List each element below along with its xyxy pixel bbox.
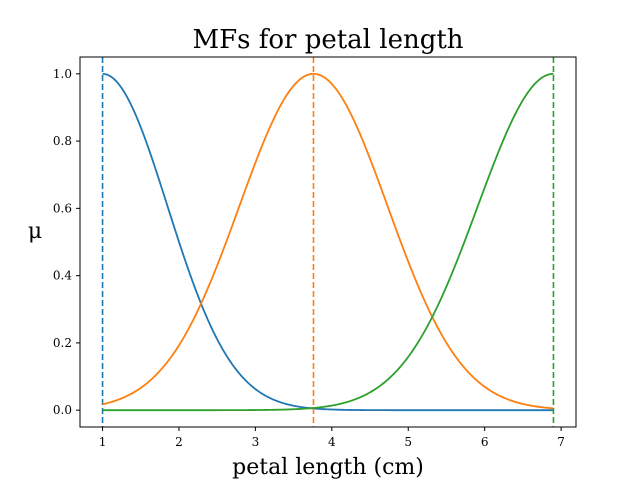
x-axis: 1 2 3 4 5 6 7	[99, 427, 565, 449]
y-axis: 0.0 0.2 0.4 0.6 0.8 1.0	[53, 67, 80, 417]
y-tick-label: 0.2	[53, 336, 72, 350]
x-tick-label: 3	[252, 435, 260, 449]
x-tick-label: 5	[404, 435, 412, 449]
y-tick-label: 0.0	[53, 403, 72, 417]
y-tick-label: 0.4	[53, 269, 72, 283]
plot-frame	[79, 56, 577, 428]
x-tick-label: 2	[175, 435, 183, 449]
x-tick-label: 4	[328, 435, 336, 449]
chart-title: MFs for petal length	[192, 25, 463, 55]
plot-area	[101, 57, 555, 427]
y-axis-label: μ	[28, 219, 42, 244]
y-tick-label: 0.8	[53, 134, 72, 148]
x-tick-label: 7	[557, 435, 565, 449]
x-tick-label: 1	[99, 435, 107, 449]
x-tick-label: 6	[481, 435, 489, 449]
membership-curve-3	[102, 72, 554, 412]
membership-curve-1	[102, 72, 554, 412]
y-tick-label: 0.6	[53, 201, 72, 215]
y-tick-label: 1.0	[53, 67, 72, 81]
x-axis-label: petal length (cm)	[232, 455, 424, 480]
membership-curve-2	[102, 72, 554, 410]
